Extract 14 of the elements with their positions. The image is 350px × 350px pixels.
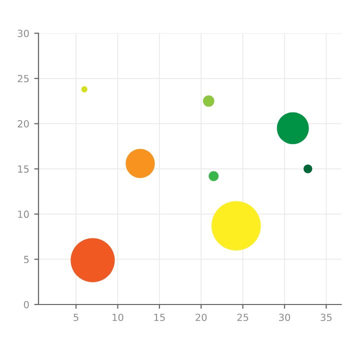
y-tick-label: 30 [18,30,29,38]
x-tick-label: 20 [196,314,207,322]
y-tick-label: 15 [18,165,29,173]
y-tick-label: 25 [18,74,29,82]
y-tick-label: 20 [18,120,29,128]
y-tick-label: 0 [24,300,29,308]
x-tick-label: 30 [279,314,290,322]
y-tick-label: 5 [24,256,29,264]
x-tick-label: 10 [112,314,124,322]
y-tick-label: 10 [18,210,29,218]
x-tick-label: 25 [237,314,248,322]
x-tick-label: 35 [320,314,332,322]
x-tick-label: 15 [154,314,165,322]
x-tick-label: 5 [74,314,78,322]
